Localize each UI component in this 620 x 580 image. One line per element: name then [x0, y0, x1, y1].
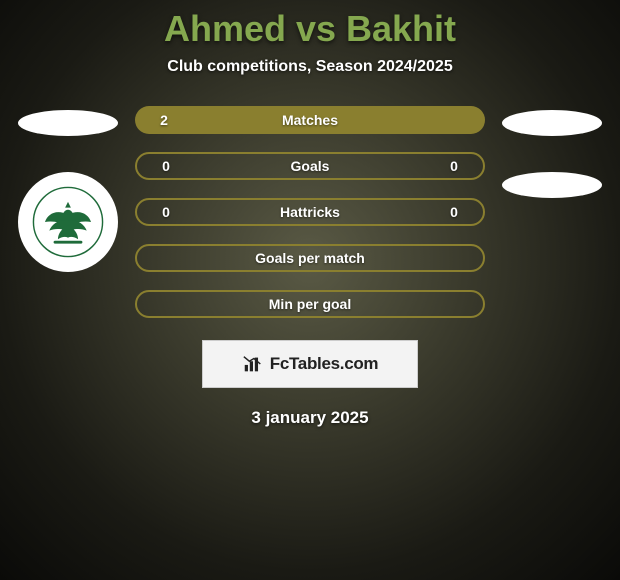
- footer-logo[interactable]: FcTables.com: [202, 340, 418, 388]
- date-label: 3 january 2025: [0, 408, 620, 428]
- stat-bar-matches: 2 Matches: [135, 106, 485, 134]
- stat-bar-goals: 0 Goals 0: [135, 152, 485, 180]
- footer-text: FcTables.com: [270, 354, 379, 374]
- stat-right-value: 0: [439, 204, 469, 220]
- stat-bar-goals-per-match: Goals per match: [135, 244, 485, 272]
- stat-right-value: 0: [439, 158, 469, 174]
- stat-label: Min per goal: [269, 296, 351, 312]
- bar-chart-icon: [242, 353, 264, 375]
- stat-bars: 2 Matches 0 Goals 0 0 Hattricks 0 Goals per matc…: [135, 106, 485, 318]
- left-player-col: [13, 106, 123, 272]
- stat-label: Goals: [291, 158, 330, 174]
- right-club-placeholder: [502, 172, 602, 198]
- left-club-badge: [18, 172, 118, 272]
- stat-left-value: 2: [149, 112, 179, 128]
- stat-left-value: 0: [151, 158, 181, 174]
- stat-label: Matches: [282, 112, 338, 128]
- stat-left-value: 0: [151, 204, 181, 220]
- comparison-row: 2 Matches 0 Goals 0 0 Hattricks 0 Goals per matc…: [0, 106, 620, 318]
- right-player-col: [497, 106, 607, 198]
- stat-bar-hattricks: 0 Hattricks 0: [135, 198, 485, 226]
- eagle-crest-icon: [32, 186, 104, 258]
- subtitle: Club competitions, Season 2024/2025: [0, 58, 620, 76]
- page-title: Ahmed vs Bakhit: [0, 8, 620, 50]
- stat-bar-min-per-goal: Min per goal: [135, 290, 485, 318]
- left-player-placeholder: [18, 110, 118, 136]
- stat-label: Goals per match: [255, 250, 365, 266]
- stat-label: Hattricks: [280, 204, 340, 220]
- right-player-placeholder: [502, 110, 602, 136]
